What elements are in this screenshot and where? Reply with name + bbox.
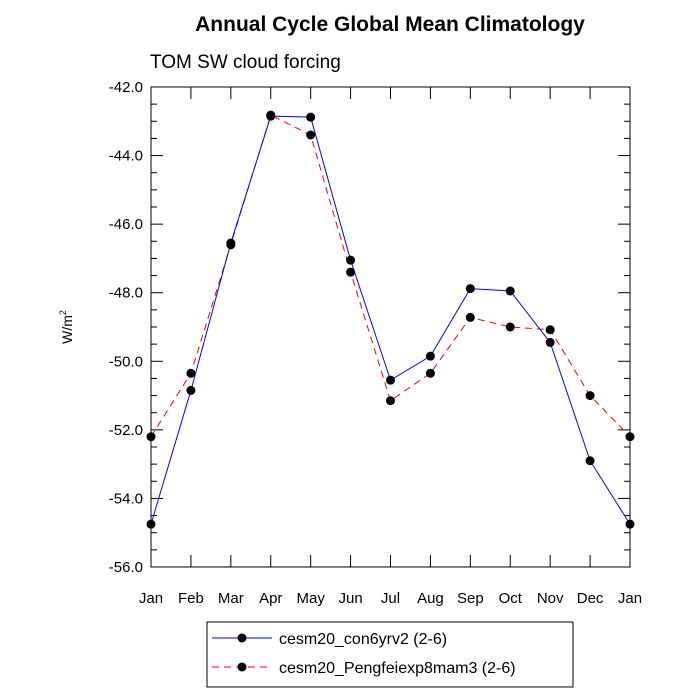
y-tick-label: -56.0 <box>109 559 143 576</box>
x-tick-label: Jan <box>139 590 163 607</box>
legend: cesm20_con6yrv2 (2-6) cesm20_Pengfeiexp8… <box>206 621 574 688</box>
series-1-point <box>386 375 395 385</box>
y-axis-label: W/m2 <box>58 310 75 344</box>
x-tick-label: Jun <box>338 590 362 607</box>
chart-subtitle: TOM SW cloud forcing <box>150 52 341 73</box>
x-tick-label: Aug <box>417 590 444 607</box>
series-2-point <box>346 267 356 277</box>
series-1-point <box>505 286 515 296</box>
series-2-point <box>585 391 595 401</box>
x-tick-label: May <box>296 590 325 607</box>
x-tick-label: Nov <box>537 590 564 607</box>
series-2-point <box>465 312 475 322</box>
legend-box <box>206 621 574 688</box>
x-tick-label: Dec <box>577 590 604 607</box>
series-2-point <box>386 396 395 406</box>
series-1-point <box>306 112 316 122</box>
series-1-point <box>465 284 475 294</box>
series-1-point <box>266 111 276 121</box>
y-tick-label: -42.0 <box>109 79 143 96</box>
y-tick-label: -50.0 <box>109 353 143 370</box>
chart-title: Annual Cycle Global Mean Climatology <box>195 13 585 36</box>
legend-label-series-1: cesm20_con6yrv2 (2-6) <box>279 631 447 648</box>
series-2-point <box>306 130 316 140</box>
legend-marker-series-1 <box>237 633 247 643</box>
series-layer <box>146 110 635 529</box>
x-tick-label: Jan <box>618 590 642 607</box>
x-tick-label: Mar <box>218 590 244 607</box>
legend-marker-series-2 <box>237 662 247 672</box>
x-tick-label: Sep <box>457 590 484 607</box>
series-2-line <box>150 114 631 438</box>
axis-ticks <box>150 86 631 568</box>
plot-frame <box>150 86 631 568</box>
series-2-point <box>545 325 555 335</box>
y-tick-label: -48.0 <box>109 285 143 302</box>
y-tick-label: -46.0 <box>109 216 143 233</box>
y-tick-label: -54.0 <box>109 490 143 507</box>
legend-label-series-2: cesm20_Pengfeiexp8mam3 (2-6) <box>279 660 516 677</box>
series-2-point <box>186 368 196 378</box>
series-1-point <box>425 351 435 361</box>
series-2-point <box>505 322 515 332</box>
x-tick-label: Oct <box>499 590 523 607</box>
series-1-point <box>585 456 595 466</box>
series-2-point <box>425 368 435 378</box>
series-1-point <box>346 255 356 265</box>
x-tick-labels: Jan Feb Mar Apr May Jun Jul Aug Sep Oct Nov Dec Jan <box>139 590 642 607</box>
y-tick-label: -52.0 <box>109 422 143 439</box>
series-1-point <box>226 238 236 248</box>
series-1-point <box>186 385 196 395</box>
x-tick-label: Apr <box>259 590 282 607</box>
y-tick-labels: -42.0 -44.0 -46.0 -48.0 -50.0 -52.0 -54.0 -56.0 <box>109 79 143 576</box>
y-tick-label: -44.0 <box>109 148 143 165</box>
x-tick-label: Feb <box>178 590 204 607</box>
series-1-line <box>150 115 631 525</box>
series-1-point <box>545 337 555 347</box>
x-tick-label: Jul <box>381 590 400 607</box>
